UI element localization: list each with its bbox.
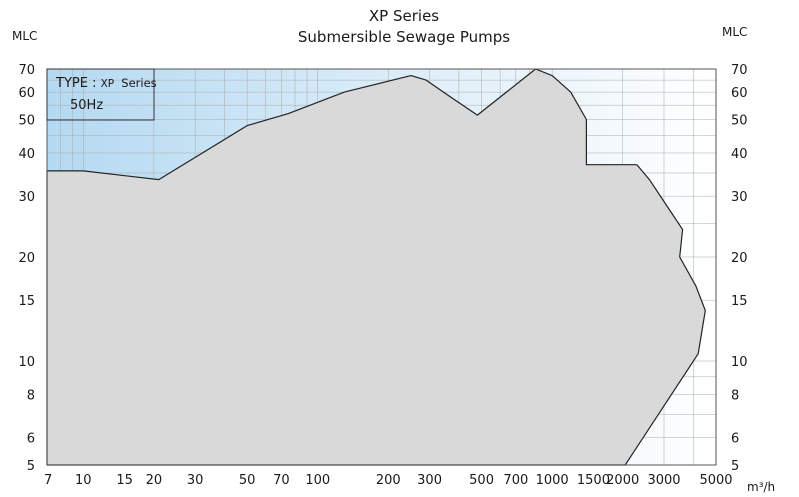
y-tick-label-left: 15	[18, 294, 35, 309]
y-axis-ticks-right: 5 6 8 10 15 20 30 40 50 60 70	[731, 63, 748, 474]
y-tick-label-right: 60	[731, 86, 748, 101]
x-tick-label: 10	[75, 473, 92, 488]
x-tick-label: 300	[417, 473, 442, 488]
x-tick-label: 1000	[536, 473, 569, 488]
plot-area	[46, 68, 717, 466]
y-axis-label-left: MLC	[12, 29, 37, 43]
performance-envelope	[46, 68, 706, 466]
x-tick-label: 5000	[699, 473, 732, 488]
y-tick-label-right: 50	[731, 113, 748, 128]
x-tick-label: 50	[239, 473, 256, 488]
y-axis-label-right: MLC	[722, 25, 747, 39]
x-tick-label: 30	[187, 473, 204, 488]
x-axis-unit: m³/h	[747, 480, 775, 494]
x-tick-label: 20	[146, 473, 163, 488]
y-tick-label-left: 60	[18, 86, 35, 101]
x-tick-label: 7	[44, 473, 52, 488]
x-tick-label: 15	[116, 473, 133, 488]
x-tick-label: 700	[503, 473, 528, 488]
x-tick-label: 100	[305, 473, 330, 488]
y-tick-label-right: 40	[731, 147, 748, 162]
legend-type-line: TYPE : XP Series	[55, 76, 157, 91]
y-tick-label-right: 70	[731, 63, 748, 78]
legend-frequency: 50Hz	[70, 98, 103, 113]
x-tick-label: 70	[273, 473, 290, 488]
y-tick-label-left: 40	[18, 147, 35, 162]
y-tick-label-left: 50	[18, 113, 35, 128]
y-axis-ticks-left: 5 6 8 10 15 20 30 40 50 60 70	[18, 63, 35, 474]
y-tick-label-right: 15	[731, 294, 748, 309]
y-tick-label-left: 70	[18, 63, 35, 78]
legend-series-code: XP	[101, 78, 115, 90]
x-tick-label: 3000	[647, 473, 680, 488]
plot-frame	[46, 68, 717, 466]
chart-subtitle: Submersible Sewage Pumps	[298, 28, 510, 46]
y-tick-label-right: 10	[731, 355, 748, 370]
legend-box: TYPE : XP Series 50Hz	[46, 68, 157, 121]
x-tick-label: 2000	[606, 473, 639, 488]
legend-type-label: TYPE :	[55, 76, 96, 91]
x-tick-label: 1500	[577, 473, 610, 488]
y-tick-label-right: 30	[731, 190, 748, 205]
legend-frame	[46, 68, 155, 121]
y-tick-label-left: 20	[18, 251, 35, 266]
y-tick-label-left: 30	[18, 190, 35, 205]
y-tick-label-right: 6	[731, 432, 739, 447]
y-tick-label-left: 5	[27, 459, 35, 474]
y-tick-label-left: 8	[27, 388, 35, 403]
legend-series-word: Series	[121, 76, 156, 90]
x-axis-unit-text: m³/h	[747, 480, 775, 494]
chart-title: XP Series	[369, 7, 439, 25]
y-tick-label-left: 10	[18, 355, 35, 370]
x-tick-label: 200	[376, 473, 401, 488]
y-tick-label-right: 5	[731, 459, 739, 474]
y-tick-label-left: 6	[27, 432, 35, 447]
x-axis-ticks: 7 10 15 20 30 50 70 100 200 300 500 700 1000 15002000…	[44, 473, 733, 488]
y-tick-label-right: 8	[731, 388, 739, 403]
y-tick-label-right: 20	[731, 251, 748, 266]
x-tick-label: 500	[469, 473, 494, 488]
